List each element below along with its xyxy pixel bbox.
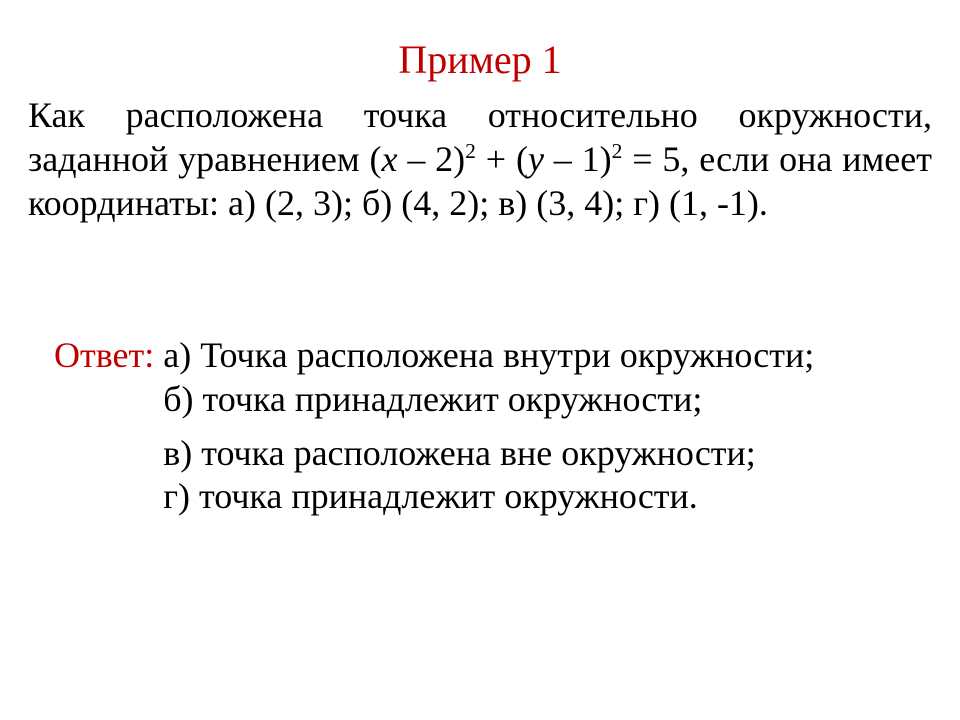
answer-b: б) точка принадлежит окружности;	[163, 378, 702, 422]
answer-c: в) точка расположена вне окружности;	[163, 432, 756, 476]
problem-text: + (	[476, 139, 528, 179]
answer-d: г) точка принадлежит окружности.	[163, 475, 698, 519]
var-x: x	[381, 139, 397, 179]
answer-label: Ответ:	[54, 334, 163, 378]
answer-block: Ответ: а) Точка расположена внутри окруж…	[28, 334, 932, 520]
problem-text: – 1)	[544, 139, 612, 179]
exponent: 2	[612, 139, 623, 163]
var-y: y	[528, 139, 544, 179]
row-gap	[54, 422, 932, 432]
answer-row-a: Ответ: а) Точка расположена внутри окруж…	[54, 334, 932, 378]
answer-row-b: Ответ: б) точка принадлежит окружности;	[54, 378, 932, 422]
answer-row-c: Ответ: в) точка расположена вне окружнос…	[54, 432, 932, 476]
answer-row-d: Ответ: г) точка принадлежит окружности.	[54, 475, 932, 519]
exponent: 2	[465, 139, 476, 163]
problem-text: – 2)	[397, 139, 465, 179]
slide: Пример 1 Как расположена точка относител…	[0, 0, 960, 720]
problem-statement: Как расположена точка относительно окруж…	[28, 94, 932, 226]
answer-a: а) Точка расположена внутри окружности;	[163, 334, 814, 378]
slide-title: Пример 1	[28, 36, 932, 84]
